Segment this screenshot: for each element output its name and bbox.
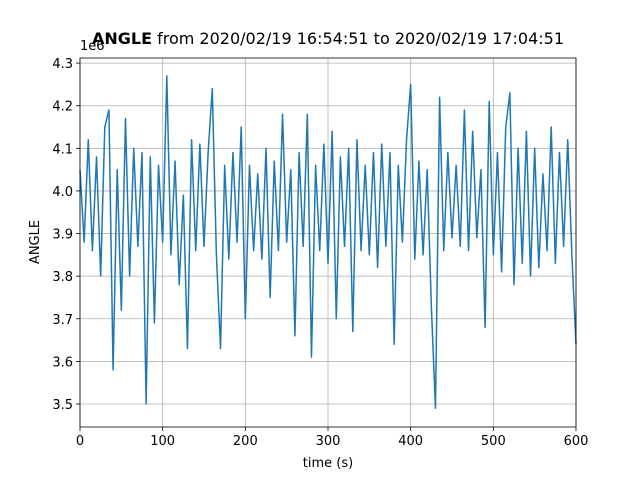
x-tick-label: 200	[233, 434, 258, 449]
y-tick-label: 4.0	[52, 185, 73, 200]
x-tick-label: 300	[316, 434, 341, 449]
title-bold: ANGLE	[92, 29, 152, 48]
x-tick-label: 400	[398, 434, 423, 449]
x-axis-label: time (s)	[303, 456, 353, 471]
y-offset-label: 1e6	[80, 39, 105, 54]
y-tick-label: 4.1	[52, 142, 73, 157]
y-tick-label: 3.5	[52, 398, 73, 413]
y-tick-label: 3.7	[52, 313, 73, 328]
y-tick-label: 3.6	[52, 355, 73, 370]
x-tick-label: 0	[76, 434, 84, 449]
x-tick-label: 600	[564, 434, 589, 449]
y-tick-label: 4.3	[52, 57, 73, 72]
plot-area: 0 100 200 300 400 500 600 3.5 3.6 3.7 3.8 3.9 4.0 4.1…	[52, 57, 588, 449]
chart-title: ANGLE from 2020/02/19 16:54:51 to 2020/0…	[92, 29, 564, 48]
data-line	[79, 75, 577, 409]
x-tick-label: 100	[150, 434, 175, 449]
y-axis-label: ANGLE	[28, 220, 43, 264]
y-tick-label: 3.8	[52, 270, 73, 285]
title-rest: from 2020/02/19 16:54:51 to 2020/02/19 1…	[157, 29, 564, 48]
axes-frame	[79, 57, 577, 428]
y-tick-label: 3.9	[52, 228, 73, 243]
x-tick-label: 500	[481, 434, 506, 449]
y-tick-label: 4.2	[52, 100, 73, 115]
